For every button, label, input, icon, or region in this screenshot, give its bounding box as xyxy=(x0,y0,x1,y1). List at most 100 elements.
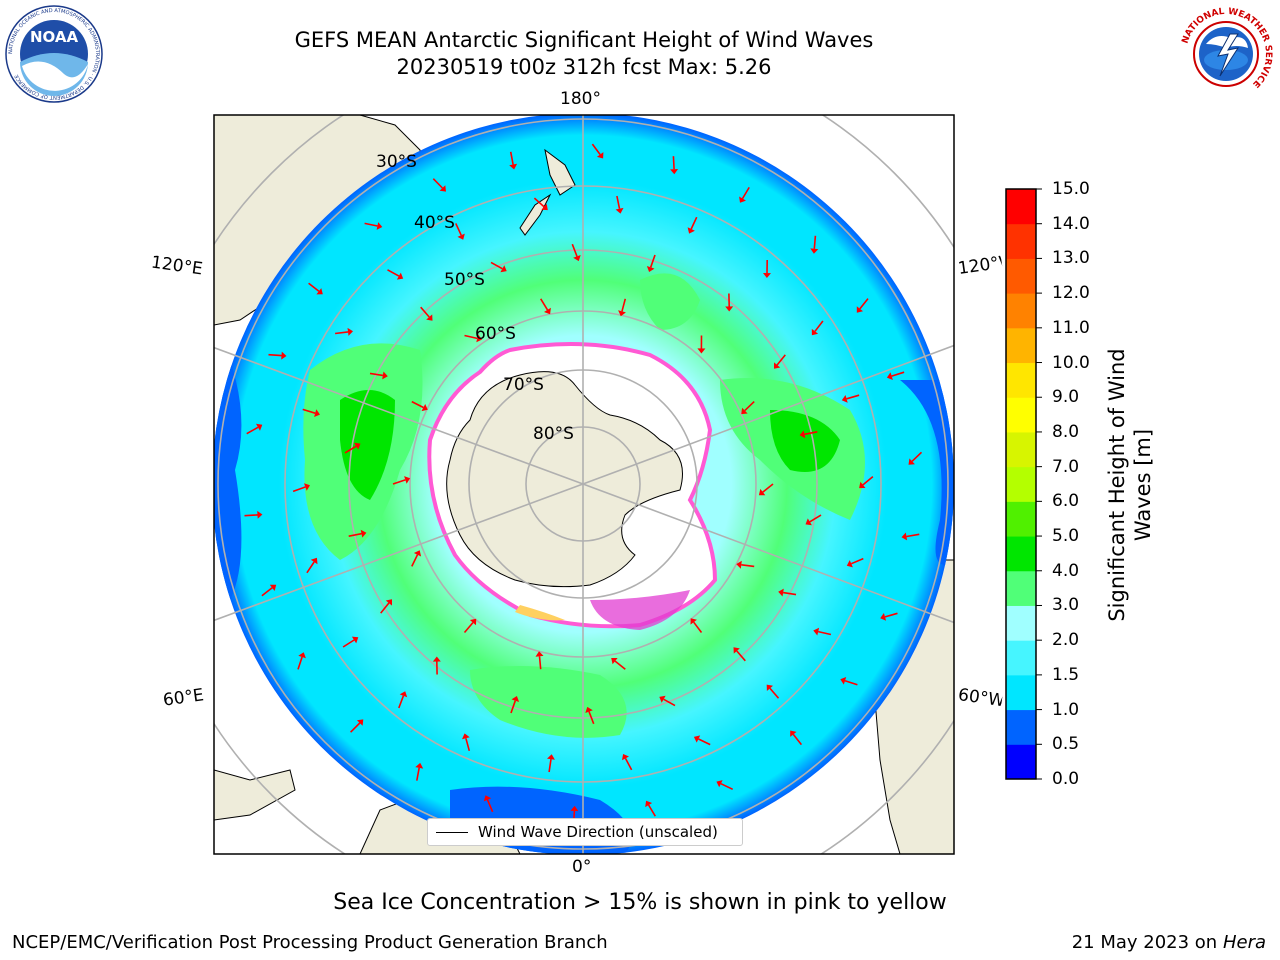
wave-arrow-head xyxy=(356,719,364,726)
wave-arrow-shaft xyxy=(862,475,874,486)
colorbar-tick-label: 13.0 xyxy=(1052,248,1090,269)
wave-arrow-head xyxy=(841,395,848,403)
wave-arrow-shaft xyxy=(464,334,478,340)
wave-arrow-shaft xyxy=(647,804,656,817)
colorbar-segment xyxy=(1006,189,1036,225)
wave-arrow-shaft xyxy=(308,282,320,292)
footer-credit: NCEP/EMC/Verification Post Processing Pr… xyxy=(12,932,608,953)
wave-arrow-head xyxy=(298,652,306,659)
wave-arrow-shaft xyxy=(268,353,282,357)
wave-arrow-head xyxy=(573,255,581,262)
wave-arrow-shaft xyxy=(509,151,514,165)
wave-arrow-head xyxy=(763,273,771,278)
wave-arrow-shaft xyxy=(624,758,633,771)
wave-arrow-head xyxy=(500,265,507,273)
wave-arrow-shaft xyxy=(387,269,400,277)
wave-arrow-head xyxy=(413,550,422,557)
wave-arrow-shaft xyxy=(246,426,259,435)
colorbar-segment xyxy=(1006,223,1036,259)
wave-arrow-head xyxy=(687,227,695,234)
wave-arrow-head xyxy=(439,185,446,192)
wave-arrow-head xyxy=(404,476,411,484)
wave-arrow-head xyxy=(544,307,551,315)
colorbar-tick-label: 1.0 xyxy=(1052,699,1080,720)
wave-arrow-shaft xyxy=(490,261,503,270)
wave-arrow-head xyxy=(901,532,908,541)
wave-arrow-head xyxy=(697,348,706,354)
wave-arrow-shaft xyxy=(814,320,824,332)
wave-arrow-head xyxy=(347,327,353,336)
footer-machine: Hera xyxy=(1222,932,1266,953)
noaa-logo-icon: NOAA NATIONAL OCEANIC AND ATMOSPHERIC AD… xyxy=(5,5,103,103)
wave-arrow-head xyxy=(476,334,483,343)
wave-arrow-shaft xyxy=(342,639,355,648)
colorbar-tick-label: 0.5 xyxy=(1052,734,1080,755)
wave-arrow-head xyxy=(716,780,723,788)
wave-arrow-shaft xyxy=(510,700,517,714)
wave-arrow-head xyxy=(432,656,441,662)
wave-arrow-shaft xyxy=(769,687,780,699)
wave-arrow-shaft xyxy=(850,557,864,565)
wave-arrow-shaft xyxy=(614,660,626,670)
wave-arrow-head xyxy=(585,706,593,713)
wave-arrow-head xyxy=(360,529,367,538)
colorbar-tick-label: 15.0 xyxy=(1052,179,1090,199)
noaa-logo-text: NOAA xyxy=(30,28,79,46)
antarctica-land xyxy=(446,371,683,588)
wave-arrow-shaft xyxy=(818,630,832,636)
colorbar-tick-label: 6.0 xyxy=(1052,491,1080,512)
lat-label-80s: 80°S xyxy=(533,424,574,444)
colorbar-segment xyxy=(1006,501,1036,537)
wave-arrow-head xyxy=(790,730,797,737)
colorbar-segment xyxy=(1006,744,1036,780)
colorbar-tick-label: 4.0 xyxy=(1052,560,1080,581)
wave-arrow-shaft xyxy=(344,445,357,454)
wave-arrow-shaft xyxy=(782,591,797,596)
wave-arrow-head xyxy=(856,306,863,313)
wave-arrow-head xyxy=(886,372,893,380)
wave-arrow-head xyxy=(799,430,806,439)
colorbar-tick-label: 5.0 xyxy=(1052,526,1080,547)
chart-subtitle: 20230519 t00z 312h fcst Max: 5.26 xyxy=(396,55,772,79)
wave-arrow-head xyxy=(509,163,518,170)
wave-arrow-head xyxy=(421,404,428,412)
wave-arrow-head xyxy=(399,691,408,698)
wave-arrow-head xyxy=(778,588,784,597)
wave-arrow-head xyxy=(541,203,548,211)
wave-arrow-head xyxy=(774,362,781,369)
footer-date-text: 21 May 2023 on xyxy=(1071,932,1218,953)
wave-arrow-shaft xyxy=(588,711,595,725)
colorbar-tick-label: 8.0 xyxy=(1052,421,1080,442)
wave-arrow-shaft xyxy=(672,156,675,170)
colorbar-tick-label: 2.0 xyxy=(1052,630,1080,651)
chart-title: GEFS MEAN Antarctic Significant Height o… xyxy=(294,28,874,52)
wave-arrow-shaft xyxy=(741,564,755,568)
wave-arrow-head xyxy=(469,618,477,626)
colorbar-segment xyxy=(1006,327,1036,364)
wave-arrow-shaft xyxy=(844,680,858,686)
wave-arrow-shaft xyxy=(411,554,419,567)
wave-arrow-shaft xyxy=(649,254,656,268)
wave-arrow-head xyxy=(622,754,629,761)
legend-label: Wind Wave Direction (unscaled) xyxy=(478,823,718,841)
wave-arrow-head xyxy=(269,584,277,591)
colorbar-title: Significant Height of Wind Waves [m] xyxy=(1105,348,1155,622)
wave-arrow-shaft xyxy=(380,602,390,614)
colorbar-tick-label: 14.0 xyxy=(1052,213,1090,234)
colorbar-segment xyxy=(1006,258,1036,294)
wave-arrow-head xyxy=(615,207,624,214)
wave-arrow-shaft xyxy=(846,394,860,400)
wave-arrow-shaft xyxy=(244,514,258,517)
wave-arrow-shaft xyxy=(744,401,755,412)
lon-label-0: 0° xyxy=(572,857,592,877)
colorbar-segment xyxy=(1006,674,1036,711)
wave-arrow-shaft xyxy=(616,195,621,209)
colorbar-segment xyxy=(1006,397,1036,433)
wave-arrow-head xyxy=(690,618,697,625)
wave-arrow-head xyxy=(846,560,853,568)
wave-arrow-head xyxy=(396,272,404,280)
wave-arrow-head xyxy=(596,152,604,159)
wave-arrow-head xyxy=(547,754,555,760)
wave-arrow-head xyxy=(570,805,579,812)
wave-arrow-head xyxy=(811,328,819,336)
